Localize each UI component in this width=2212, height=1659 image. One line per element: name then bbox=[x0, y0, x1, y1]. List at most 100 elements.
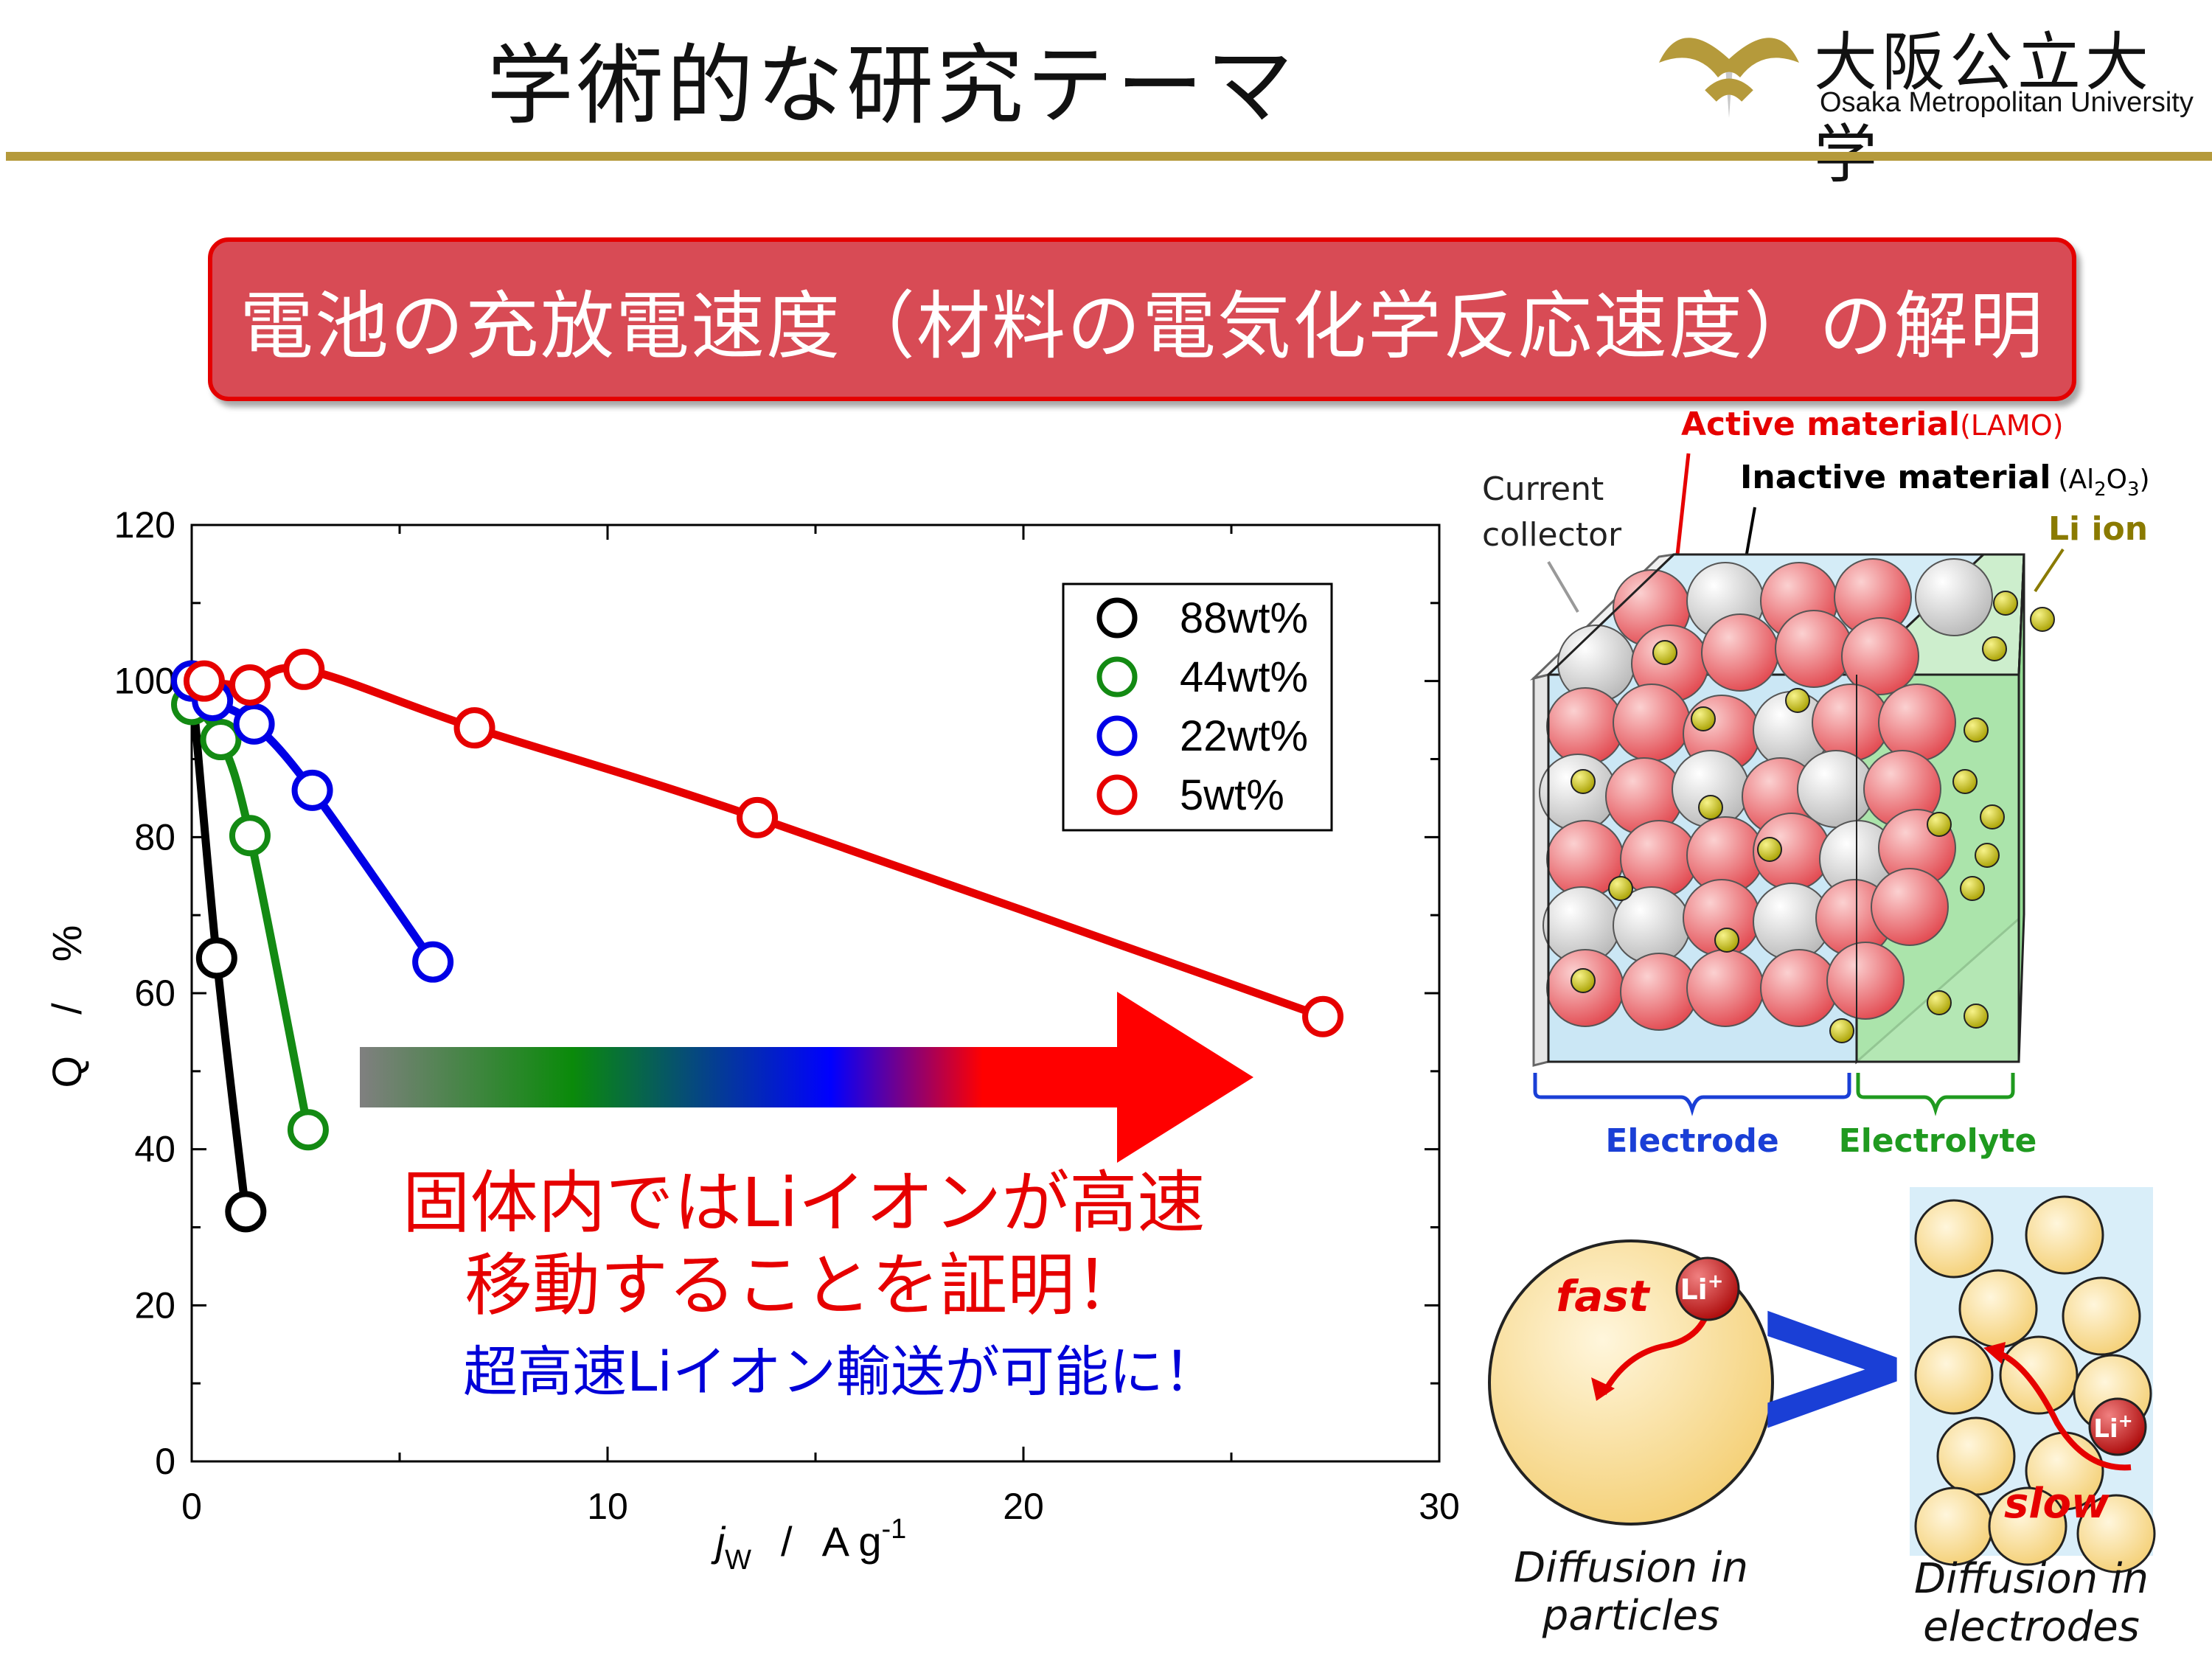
li-ion-dot bbox=[1964, 717, 1989, 742]
fast-label: fast bbox=[1556, 1271, 1651, 1321]
data-point-5wt% bbox=[183, 660, 225, 702]
claim-line-3: 超高速Liイオン輸送が可能に！ bbox=[463, 1340, 1218, 1404]
legend-label: 22wt% bbox=[1180, 712, 1308, 760]
page-title: 学術的な研究テーマ bbox=[487, 35, 1297, 136]
li-plus-slow: + bbox=[2118, 1411, 2133, 1431]
inactive-material-sub-suffix: ) bbox=[2140, 465, 2150, 495]
banner-text: 電池の充放電速度（材料の電気化学反応速度）の解明 bbox=[240, 282, 2045, 369]
data-point-88wt% bbox=[225, 1191, 267, 1233]
electrolyte-label: Electrolyte bbox=[1839, 1122, 2037, 1160]
inactive-material-sub-2: 2 bbox=[2094, 479, 2107, 501]
y-axis-label: Q / % bbox=[44, 925, 90, 1088]
legend-marker bbox=[1096, 597, 1138, 639]
x-tick-label: 30 bbox=[1419, 1486, 1460, 1527]
packed-particle bbox=[1914, 1199, 1994, 1279]
packed-particle bbox=[1958, 1269, 2038, 1349]
data-point-44wt% bbox=[229, 815, 271, 857]
particles-caption-1: Diffusion in bbox=[1514, 1544, 1748, 1592]
active-particle bbox=[1775, 610, 1853, 688]
data-point-5wt% bbox=[229, 664, 271, 706]
electrode-label: Electrode bbox=[1605, 1122, 1778, 1160]
li-ion-dot bbox=[1982, 636, 2007, 661]
inactive-material-sub-o: O bbox=[2107, 465, 2127, 495]
active-particle bbox=[1546, 687, 1624, 765]
current-collector-label-1: Current bbox=[1482, 470, 1604, 508]
x-tick-label: 20 bbox=[1003, 1486, 1044, 1527]
x-axis-sub: W bbox=[725, 1545, 751, 1576]
x-axis-label: jW / A g-1 bbox=[711, 1514, 907, 1576]
active-particle bbox=[1620, 953, 1698, 1031]
inactive-material-sub-3: 3 bbox=[2127, 479, 2140, 501]
legend-label: 5wt% bbox=[1180, 771, 1284, 819]
x-axis-sup: -1 bbox=[882, 1514, 907, 1545]
legend-label: 44wt% bbox=[1180, 653, 1308, 701]
greater-than-symbol: > bbox=[1746, 1243, 1919, 1484]
inactive-material-name: Inactive material bbox=[1740, 459, 2051, 496]
active-particle bbox=[1613, 684, 1691, 762]
li-ion-dot bbox=[1927, 990, 1952, 1015]
packed-particle bbox=[1988, 1486, 2067, 1566]
active-particle bbox=[1701, 613, 1779, 692]
y-tick-label: 100 bbox=[114, 661, 175, 702]
li-ion-dot bbox=[1980, 804, 2005, 830]
inactive-particle bbox=[1915, 558, 1993, 636]
data-point-5wt% bbox=[453, 707, 495, 749]
university-logo: 大阪公立大学 Osaka Metropolitan University bbox=[1652, 7, 2212, 192]
active-material-label: Active material(LAMO) bbox=[1681, 406, 2063, 443]
li-ion-dot bbox=[1691, 706, 1716, 731]
research-theme-banner: 電池の充放電速度（材料の電気化学反応速度）の解明 bbox=[208, 237, 2076, 401]
li-ion-dot bbox=[1757, 837, 1782, 862]
active-particle bbox=[1871, 868, 1949, 946]
li-ion-dot bbox=[1571, 769, 1596, 794]
li-ion-dot bbox=[1829, 1018, 1854, 1043]
packed-particle bbox=[1914, 1486, 1994, 1566]
y-tick-label: 60 bbox=[134, 973, 175, 1014]
active-particle bbox=[1760, 949, 1838, 1027]
li-ion-label: Li ion bbox=[2048, 510, 2148, 548]
li-ion-dot bbox=[2030, 607, 2055, 632]
y-tick-label: 20 bbox=[134, 1284, 175, 1326]
electrode-diagram: Active material(LAMO) Inactive material(… bbox=[1482, 406, 2150, 1160]
legend-marker bbox=[1096, 715, 1138, 757]
capacity-vs-current-chart: 0 10 20 30 0 20 40 60 80 100 120 固体内ではLiイオンが高速 移動… bbox=[44, 504, 1460, 1576]
li-ion-badge-fast: Li+ bbox=[1675, 1256, 1740, 1321]
li-ion-badge-slow: Li+ bbox=[2088, 1397, 2147, 1456]
x-tick-label: 0 bbox=[181, 1486, 202, 1527]
active-particle bbox=[1826, 942, 1905, 1020]
li-ion-dot bbox=[1975, 843, 2000, 868]
ginkgo-leaf-icon bbox=[1659, 29, 1799, 118]
legend-label: 88wt% bbox=[1180, 594, 1308, 642]
data-point-88wt% bbox=[195, 937, 237, 979]
active-particle bbox=[1812, 684, 1890, 762]
li-ion-dot bbox=[1993, 591, 2018, 616]
packed-particle bbox=[2076, 1494, 2156, 1573]
active-material-sub: (LAMO) bbox=[1960, 409, 2063, 442]
data-point-5wt% bbox=[283, 648, 325, 690]
legend-marker bbox=[1096, 656, 1138, 698]
inactive-particle bbox=[1797, 750, 1875, 828]
active-particle bbox=[1878, 684, 1956, 762]
packed-particle bbox=[1999, 1335, 2079, 1415]
active-particle bbox=[1841, 617, 1919, 695]
slow-label: slow bbox=[2004, 1480, 2110, 1528]
packed-particle bbox=[2025, 1195, 2104, 1275]
packed-particle bbox=[2062, 1276, 2141, 1356]
legend-marker bbox=[1096, 774, 1138, 815]
claim-line-2: 移動することを証明！ bbox=[465, 1246, 1143, 1325]
data-point-5wt% bbox=[737, 796, 779, 838]
current-collector-label-2: collector bbox=[1482, 516, 1622, 554]
active-particle bbox=[1686, 949, 1764, 1027]
li-ion-dot bbox=[1652, 640, 1677, 665]
li-ion-dot bbox=[1952, 769, 1978, 794]
li-ion-dot bbox=[1960, 876, 1985, 901]
electrodes-caption-1: Diffusion in bbox=[1914, 1555, 2149, 1603]
li-ion-dot bbox=[1714, 928, 1739, 953]
data-point-5wt% bbox=[1302, 995, 1344, 1037]
li-ion-dot bbox=[1608, 876, 1633, 901]
li-text-fast: Li bbox=[1680, 1273, 1707, 1306]
x-tick-label: 10 bbox=[587, 1486, 628, 1527]
gradient-arrow bbox=[360, 992, 1253, 1163]
y-tick-label: 120 bbox=[114, 504, 175, 546]
diffusion-comparison-diagram: fast Li+ > Li+ slow Diffusion in particl… bbox=[1488, 1187, 2156, 1651]
inactive-material-sub-prefix: (Al bbox=[2058, 465, 2094, 495]
